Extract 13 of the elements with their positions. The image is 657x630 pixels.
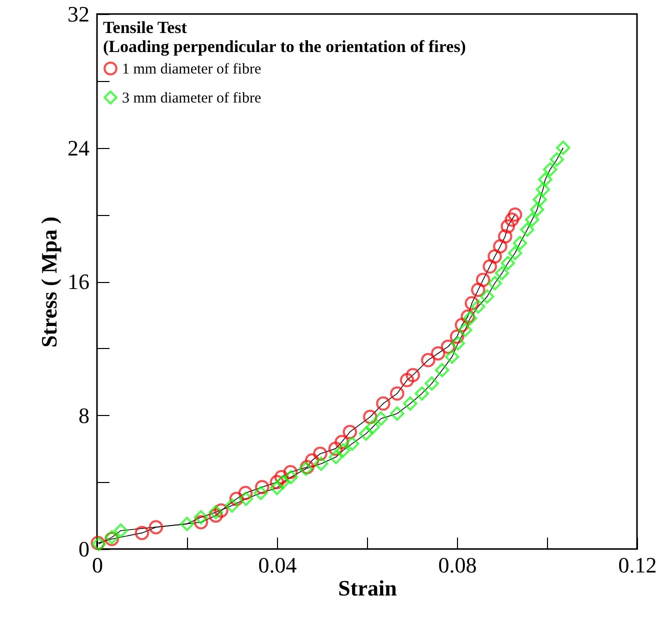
legend-title: Tensile Test (Loading perpendicular to the orientation of fires) bbox=[103, 18, 466, 56]
y-tick-label: 8 bbox=[78, 402, 90, 428]
legend-label: 3 mm diameter of fibre bbox=[122, 90, 262, 106]
x-tick-label: 0.08 bbox=[438, 552, 477, 578]
x-tick-label: 0.12 bbox=[618, 552, 657, 578]
y-axis-title: Stress ( Mpa ) bbox=[36, 216, 62, 348]
y-tick-label: 24 bbox=[68, 135, 90, 160]
x-tick-label: 0.04 bbox=[258, 552, 297, 578]
y-tick-label: 32 bbox=[68, 2, 90, 26]
x-axis-title: Strain bbox=[338, 576, 397, 600]
legend-label: 1 mm diameter of fibre bbox=[122, 62, 262, 78]
y-tick-label: 0 bbox=[78, 536, 90, 562]
y-tick-label: 16 bbox=[68, 269, 90, 294]
